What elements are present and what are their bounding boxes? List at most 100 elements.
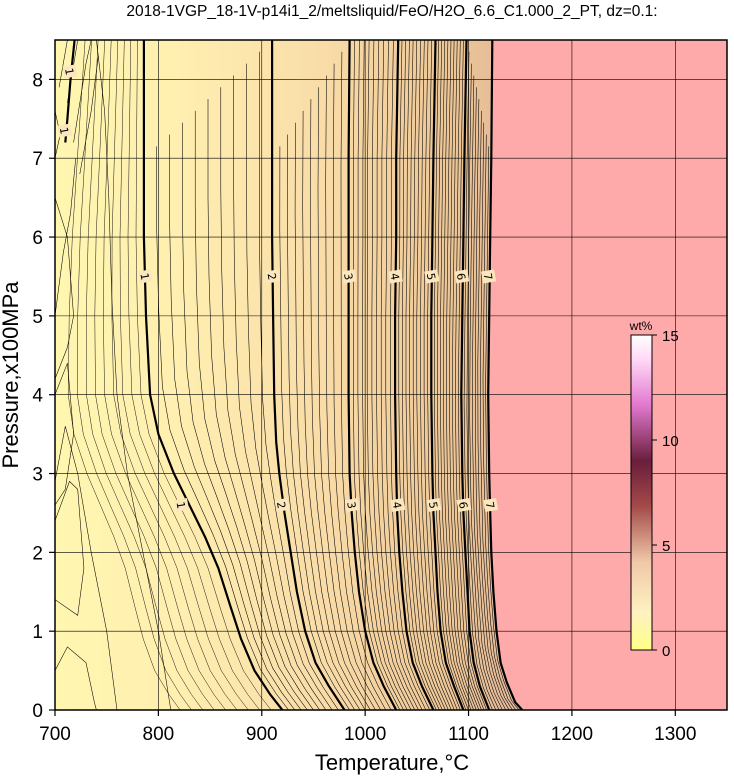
contour-label: 6 <box>454 269 470 284</box>
minor-contour-line <box>207 99 314 710</box>
contour-label: 6 <box>456 497 472 513</box>
contour-label: 4 <box>388 269 404 284</box>
major-contour-line-7 <box>487 40 524 710</box>
minor-contour-line <box>259 51 339 710</box>
minor-contour-line <box>340 51 392 710</box>
minor-contour-line <box>469 75 500 710</box>
major-contour-line-2 <box>271 40 346 710</box>
minor-contour-line <box>287 134 356 710</box>
contour-label: 1 <box>62 64 78 79</box>
contour-label: 7 <box>481 269 497 284</box>
plot-frame <box>54 39 728 711</box>
x-axis-label: Temperature,°C <box>315 750 469 775</box>
colorbar-gradient <box>630 334 653 651</box>
y-tick-label: 3 <box>32 465 43 486</box>
contour-label-text: 1 <box>137 272 151 281</box>
y-axis-label: Pressure,x100MPa <box>0 281 23 469</box>
contour-label-background <box>483 497 499 513</box>
minor-contour-line <box>246 63 333 710</box>
contour-label: 1 <box>174 497 190 513</box>
contour-label: 5 <box>424 269 440 284</box>
colorbar-ticks: 0 5 10 15 <box>652 328 679 660</box>
contour-label-text: 3 <box>344 501 358 510</box>
contour-label-text: 1 <box>174 501 188 510</box>
contour-label: 4 <box>390 497 406 513</box>
contour-label-background <box>481 269 497 284</box>
minor-contour-line <box>480 122 513 710</box>
colorbar-unit-label: wt% <box>629 319 653 333</box>
contour-label-text: 7 <box>483 501 497 510</box>
contour-label-text: 7 <box>481 272 495 281</box>
y-tick-label: 2 <box>32 543 43 564</box>
contour-label-background <box>62 64 78 79</box>
minor-contour-line <box>317 87 376 710</box>
contour-label-text: 3 <box>341 272 355 281</box>
colorbar: wt% 0 5 10 15 <box>629 319 679 660</box>
minor-contour-line <box>302 110 366 710</box>
minor-contour-line <box>463 51 493 710</box>
minor-contour-line <box>55 426 118 710</box>
x-tick-label: 1300 <box>654 724 696 745</box>
contour-label-text: 5 <box>426 501 440 510</box>
y-tick-label: 1 <box>32 622 43 643</box>
minor-contours <box>67 40 520 710</box>
contour-label-background <box>344 497 360 513</box>
minor-contour-line <box>472 87 503 710</box>
minor-contour-line <box>233 75 327 710</box>
contour-label-background <box>57 123 73 138</box>
minor-contour-line <box>127 40 260 710</box>
minor-contour-line <box>119 40 249 710</box>
colorbar-tick-label: 10 <box>662 433 679 450</box>
contour-label-text: 5 <box>424 272 438 281</box>
contour-label-background <box>390 497 406 513</box>
grid-lines <box>55 40 727 710</box>
minor-contour-line <box>94 40 215 710</box>
contour-label-background <box>388 269 404 284</box>
contour-label: 3 <box>344 497 360 513</box>
contour-labels: 1 1 1 1 2 2 3 3 4 4 5 5 6 6 7 7 <box>57 64 499 513</box>
y-tick-label: 0 <box>32 701 43 722</box>
x-tick-label: 800 <box>143 724 175 745</box>
major-contour-line-1 <box>142 40 284 710</box>
contour-label-background <box>426 497 442 513</box>
contour-label-text: 2 <box>265 272 279 281</box>
minor-contour-line <box>55 158 76 316</box>
minor-contour-line <box>73 40 92 143</box>
minor-contour-line <box>67 40 181 710</box>
minor-contour-line <box>279 146 350 710</box>
chart-title: 2018-1VGP_18-1V-p14i1_2/meltsliquid/FeO/… <box>126 3 657 20</box>
minor-contour-line <box>485 146 520 710</box>
contour-label: 1 <box>137 269 153 284</box>
contour-label-background <box>456 497 472 513</box>
contour-label-text: 1 <box>57 126 71 135</box>
y-axis-ticks: 0 1 2 3 4 5 6 7 8 <box>32 70 55 722</box>
minor-contour-line <box>111 40 238 710</box>
contour-label-text: 6 <box>456 501 470 510</box>
contour-label-background <box>274 497 290 513</box>
contour-label: 2 <box>274 497 290 513</box>
minor-contour-line <box>182 122 302 710</box>
minor-contour-line <box>156 146 289 710</box>
minor-contour-line <box>294 122 361 710</box>
minor-contour-line <box>325 75 381 710</box>
contour-label: 7 <box>483 497 499 513</box>
contour-label: 3 <box>341 269 357 284</box>
y-tick-label: 7 <box>32 149 43 170</box>
contour-label-background <box>174 497 190 513</box>
x-tick-label: 900 <box>246 724 278 745</box>
x-tick-label: 1100 <box>448 724 489 745</box>
minor-contour-line <box>220 87 320 710</box>
plot-area: 1 1 1 1 2 2 3 3 4 4 5 5 6 6 7 7 <box>55 40 727 710</box>
x-tick-label: 1000 <box>344 724 386 745</box>
contour-label: 1 <box>57 123 73 138</box>
colorbar-tick-label: 5 <box>662 538 670 555</box>
minor-contour-line <box>477 110 510 710</box>
colorbar-tick-label: 15 <box>662 328 679 345</box>
contour-label-text: 2 <box>274 501 288 510</box>
minor-contour-line <box>55 363 74 506</box>
contour-label-text: 4 <box>390 501 404 510</box>
y-tick-label: 4 <box>32 386 43 407</box>
contour-label-text: 1 <box>62 67 76 76</box>
contour-label: 5 <box>426 497 442 513</box>
minor-contour-line <box>55 646 97 710</box>
